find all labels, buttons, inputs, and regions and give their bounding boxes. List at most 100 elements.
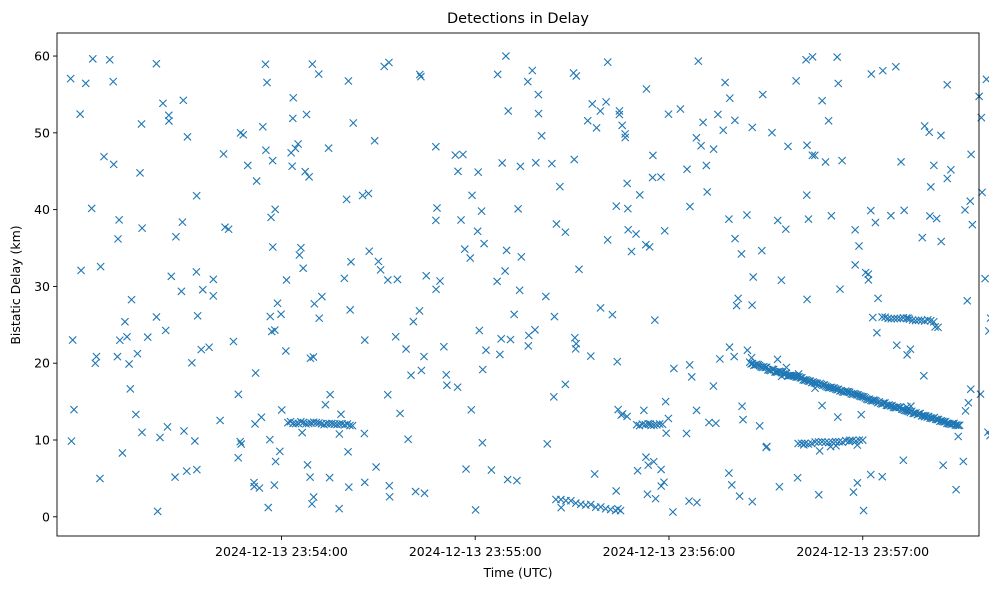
data-point — [596, 107, 605, 115]
data-point — [385, 481, 394, 490]
data-point — [866, 470, 875, 479]
data-point — [237, 440, 246, 449]
data-point — [931, 322, 940, 331]
data-point — [986, 314, 989, 323]
data-point — [258, 122, 267, 131]
data-point — [711, 419, 720, 428]
data-point — [828, 438, 837, 447]
data-point — [878, 472, 887, 481]
data-point — [621, 129, 630, 138]
data-point — [534, 109, 543, 118]
plot-frame — [56, 32, 980, 537]
y-axis: 0 10 20 30 40 50 60 — [34, 49, 57, 524]
data-point — [473, 227, 482, 236]
data-point — [547, 159, 556, 168]
data-point — [349, 119, 358, 128]
data-point — [76, 110, 85, 119]
data-point — [309, 493, 318, 502]
data-point — [709, 382, 718, 391]
chart-title: Detections in Delay — [447, 11, 589, 27]
data-point — [571, 499, 580, 508]
data-point — [261, 60, 270, 69]
data-point — [833, 413, 842, 422]
data-point — [981, 274, 989, 283]
data-point — [306, 473, 315, 482]
data-point — [639, 406, 648, 415]
data-point — [655, 420, 664, 429]
data-point — [804, 215, 813, 224]
x-tick-label: 2024-12-13 23:57:00 — [796, 544, 929, 559]
data-point — [308, 60, 317, 69]
data-point — [523, 77, 532, 86]
data-point — [118, 448, 127, 457]
data-point — [462, 465, 471, 474]
data-point — [335, 430, 344, 438]
data-point — [899, 313, 908, 322]
data-point — [383, 390, 392, 399]
data-point — [779, 370, 788, 378]
data-point — [346, 257, 355, 266]
data-point — [404, 435, 413, 444]
data-point — [493, 70, 502, 79]
data-point — [661, 397, 670, 406]
data-point — [109, 160, 118, 169]
data-point — [662, 429, 671, 438]
data-point — [391, 332, 400, 341]
data-point — [984, 428, 989, 437]
data-point — [810, 151, 819, 160]
data-point — [178, 218, 187, 227]
x-axis: 2024-12-13 23:54:00 2024-12-13 23:55:00 20… — [215, 536, 929, 559]
data-point — [301, 167, 310, 176]
data-point — [268, 243, 277, 251]
data-point — [267, 327, 276, 336]
data-point — [298, 428, 307, 437]
data-point — [266, 312, 275, 321]
data-point — [855, 242, 863, 251]
data-point — [66, 74, 75, 83]
data-point — [289, 93, 298, 102]
data-point — [748, 123, 757, 132]
data-point — [267, 213, 276, 222]
data-point — [814, 490, 823, 499]
x-axis-title: Time (UTC) — [482, 565, 552, 580]
data-point — [495, 350, 504, 359]
data-point — [699, 118, 708, 127]
data-point — [291, 144, 300, 153]
data-point — [320, 420, 329, 429]
data-point — [920, 121, 929, 130]
data-point — [304, 419, 313, 428]
data-point — [374, 257, 383, 266]
data-point — [660, 226, 669, 235]
data-point — [792, 76, 801, 85]
data-point — [411, 487, 420, 496]
data-point — [657, 465, 666, 474]
data-point — [299, 264, 308, 273]
data-point — [475, 326, 484, 335]
data-point — [209, 291, 218, 300]
data-point — [659, 478, 668, 487]
data-point — [683, 165, 692, 174]
data-point — [402, 345, 411, 354]
data-point — [645, 242, 654, 251]
data-point — [556, 495, 565, 504]
data-point — [623, 179, 632, 188]
data-point — [858, 392, 867, 401]
data-point — [477, 207, 486, 216]
data-point — [692, 406, 701, 415]
data-point — [326, 390, 335, 399]
data-point — [504, 107, 513, 116]
data-point — [457, 216, 465, 224]
data-point — [725, 343, 734, 352]
data-point — [415, 70, 424, 79]
data-point — [821, 157, 830, 166]
data-point — [946, 165, 955, 174]
data-point — [968, 220, 977, 229]
data-point — [282, 276, 291, 285]
data-point — [818, 96, 827, 105]
data-point — [886, 211, 895, 220]
data-point — [697, 141, 706, 150]
data-point — [576, 500, 585, 509]
data-point — [867, 70, 876, 79]
data-point — [851, 390, 860, 399]
data-point — [616, 506, 625, 515]
